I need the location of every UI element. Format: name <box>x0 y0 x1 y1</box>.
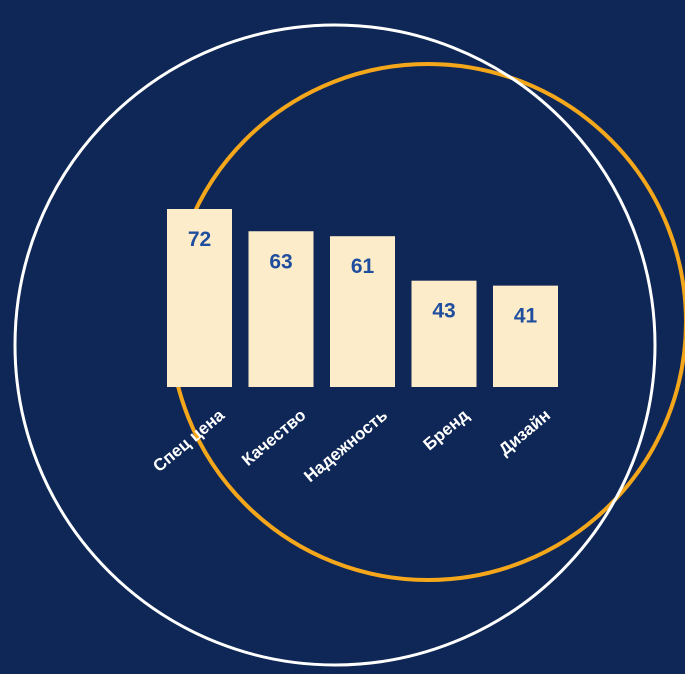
value-label: 63 <box>269 250 292 273</box>
category-label: Качество <box>238 406 309 470</box>
value-label: 72 <box>188 228 211 251</box>
value-label: 61 <box>351 255 375 278</box>
value-labels-group: 72 63 61 43 41 <box>188 228 538 328</box>
bar <box>493 285 558 387</box>
value-label: 41 <box>514 305 538 328</box>
category-label: Дизайн <box>495 406 554 460</box>
inner-ring <box>13 23 657 667</box>
bar <box>248 231 314 387</box>
bars-group <box>167 209 558 387</box>
bar <box>330 236 395 387</box>
bar <box>167 209 232 387</box>
bar <box>411 280 477 387</box>
category-label: Надежность <box>300 406 391 486</box>
category-label: Бренд <box>420 405 473 454</box>
value-label: 43 <box>432 300 455 323</box>
